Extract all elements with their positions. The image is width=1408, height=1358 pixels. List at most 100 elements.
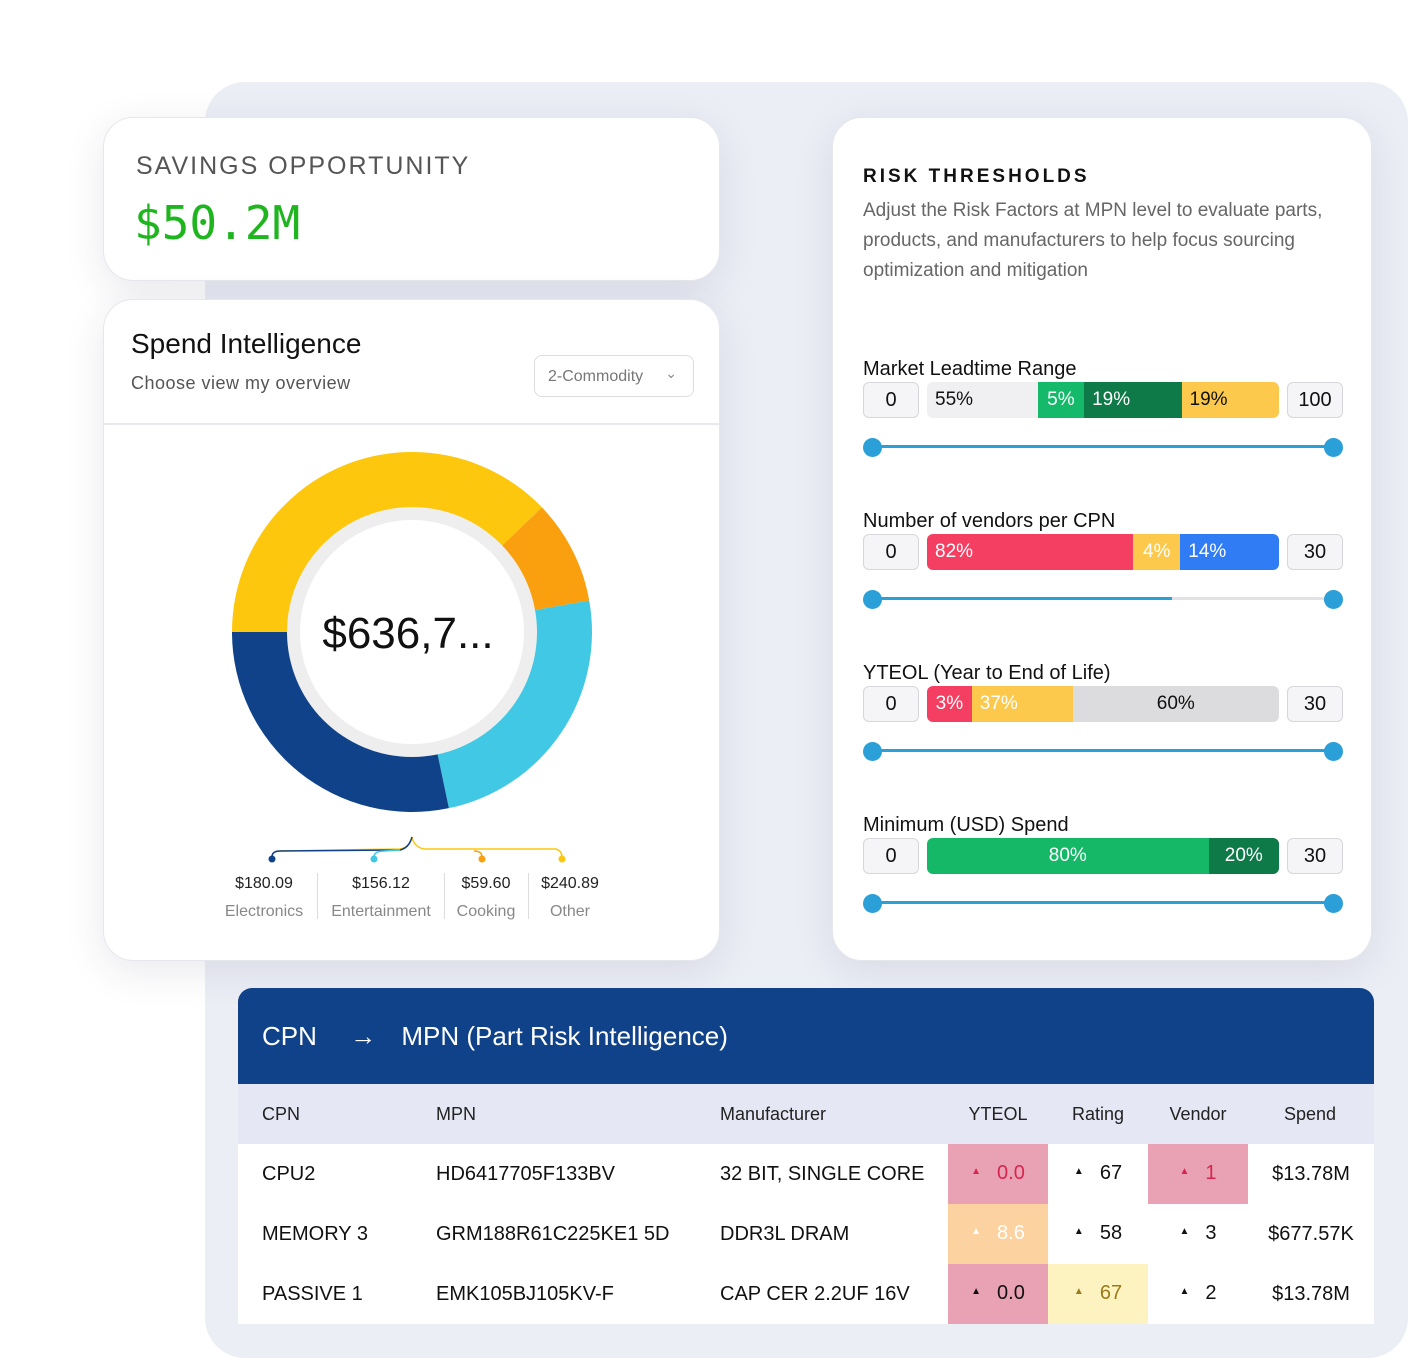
cell-rating: ▲ 58 — [1048, 1204, 1148, 1264]
cell-spend: $677.57K — [1268, 1223, 1354, 1245]
legend-name: Other — [549, 903, 590, 920]
legend-value: $59.60 — [461, 875, 511, 892]
cell-value: 8.6 — [997, 1222, 1025, 1244]
col-cpn[interactable]: CPN — [262, 1104, 301, 1124]
cell-ytEol: ▲ 0.0 — [948, 1264, 1048, 1324]
distribution-segment: 60% — [1072, 686, 1279, 722]
cell-value: 0.0 — [997, 1162, 1025, 1184]
triangle-up-icon: ▲ — [1179, 1166, 1190, 1178]
risk-row-label: Minimum (USD) Spend — [863, 814, 1069, 836]
spend-title: Spend Intelligence — [131, 328, 362, 359]
legend-cooking: $59.60 Cooking — [448, 875, 524, 921]
arrow-right-icon: → — [350, 1021, 377, 1051]
col-mpn[interactable]: MPN — [436, 1104, 476, 1124]
risk-row-minimum-spend: Minimum (USD) Spend 0 80% 20% 30 — [863, 814, 1343, 913]
cell-manufacturer: CAP CER 2.2UF 16V — [720, 1283, 910, 1305]
table-row[interactable]: CPU2 HD6417705F133BV 32 BIT, SINGLE CORE ▲ 0… — [238, 1144, 1374, 1204]
slider-min-handle[interactable] — [863, 590, 882, 609]
range-min-input[interactable]: 0 — [863, 534, 919, 570]
distribution-bar: 82% 4% 14% — [927, 534, 1279, 570]
distribution-segment: 55% — [927, 382, 1038, 418]
distribution-segment: 5% — [1037, 382, 1085, 418]
distribution-segment: 14% — [1180, 534, 1279, 570]
legend-value: $240.89 — [541, 875, 599, 892]
cell-value: 2 — [1205, 1282, 1217, 1304]
range-slider[interactable] — [863, 894, 1343, 913]
distribution-bar: 3% 37% 60% — [927, 686, 1279, 722]
triangle-up-icon: ▲ — [971, 1286, 982, 1298]
cell-manufacturer: 32 BIT, SINGLE CORE — [720, 1163, 925, 1185]
commodity-select[interactable]: 2-Commodity ⌄ — [534, 355, 694, 397]
triangle-up-icon: ▲ — [1073, 1226, 1084, 1238]
chevron-down-icon: ⌄ — [665, 365, 677, 381]
cell-value: 3 — [1205, 1222, 1217, 1244]
legend-entertainment: $156.12 Entertainment — [322, 875, 440, 921]
distribution-bar: 80% 20% — [927, 838, 1279, 874]
range-max-input[interactable]: 30 — [1287, 838, 1343, 874]
col-manufacturer[interactable]: Manufacturer — [720, 1104, 827, 1124]
range-slider[interactable] — [863, 590, 1343, 609]
range-min-input[interactable]: 0 — [863, 686, 919, 722]
range-slider[interactable] — [863, 742, 1343, 761]
range-max-input[interactable]: 100 — [1287, 382, 1343, 418]
legend-divider — [317, 873, 318, 919]
spend-header: Spend Intelligence Choose view my overvi… — [104, 300, 719, 425]
legend-value: $156.12 — [352, 875, 410, 892]
range-max-input[interactable]: 30 — [1287, 534, 1343, 570]
cell-rating: ▲ 67 — [1048, 1264, 1148, 1324]
col-rating[interactable]: Rating — [1071, 1104, 1125, 1124]
triangle-up-icon: ▲ — [1073, 1166, 1084, 1178]
table-row[interactable]: PASSIVE 1 EMK105BJ105KV-F CAP CER 2.2UF 16… — [238, 1264, 1374, 1324]
cell-value: 58 — [1099, 1222, 1123, 1244]
range-min-input[interactable]: 0 — [863, 838, 919, 874]
col-vendor[interactable]: Vendor — [1169, 1104, 1227, 1124]
cell-cpn: CPU2 — [262, 1163, 316, 1185]
slider-max-handle[interactable] — [1324, 742, 1343, 761]
legend-divider — [444, 873, 445, 919]
part-risk-table: CPN → MPN (Part Risk Intelligence) CPN M… — [238, 988, 1374, 1324]
cell-spend: $13.78M — [1272, 1283, 1350, 1305]
cell-vendor: ▲ 2 — [1148, 1264, 1248, 1324]
cell-mpn: EMK105BJ105KV-F — [436, 1283, 614, 1305]
slider-min-handle[interactable] — [863, 742, 882, 761]
col-spend[interactable]: Spend — [1283, 1104, 1337, 1124]
legend-name: Cooking — [456, 903, 516, 920]
legend-electronics: $180.09 Electronics — [216, 875, 312, 921]
slider-min-handle[interactable] — [863, 438, 882, 457]
slider-max-handle[interactable] — [1324, 438, 1343, 457]
triangle-up-icon: ▲ — [1179, 1226, 1190, 1238]
cell-rating: ▲ 67 — [1048, 1144, 1148, 1204]
title-cpn: CPN — [262, 1021, 317, 1051]
distribution-segment: 80% — [927, 838, 1209, 874]
legend-other: $240.89 Other — [532, 875, 608, 921]
cell-value: 67 — [1099, 1282, 1123, 1304]
savings-opportunity-card: SAVINGS OPPORTUNITY $50.2M — [103, 117, 720, 281]
risk-row-market-leadtime: Market Leadtime Range 0 55% 5% 19% 19% 100 — [863, 358, 1343, 457]
distribution-segment: 82% — [927, 534, 1134, 570]
table-row[interactable]: MEMORY 3 GRM188R61C225KE1 5D DDR3L DRAM ▲ 8.… — [238, 1204, 1374, 1264]
risk-row-label: YTEOL (Year to End of Life) — [863, 662, 1111, 684]
risk-row-label: Number of vendors per CPN — [863, 510, 1116, 532]
donut-hole — [300, 520, 524, 744]
cell-vendor: ▲ 1 — [1148, 1144, 1248, 1204]
cell-ytEol: ▲ 8.6 — [948, 1204, 1048, 1264]
col-ytEol[interactable]: YTEOL — [968, 1104, 1028, 1124]
triangle-up-icon: ▲ — [971, 1226, 982, 1238]
slider-min-handle[interactable] — [863, 894, 882, 913]
risk-title: RISK THRESHOLDS — [863, 166, 1090, 187]
legend-divider — [528, 873, 529, 919]
risk-thresholds-card: RISK THRESHOLDS Adjust the Risk Factors … — [832, 117, 1372, 961]
triangle-up-icon: ▲ — [1073, 1286, 1084, 1298]
slider-max-handle[interactable] — [1324, 590, 1343, 609]
slider-max-handle[interactable] — [1324, 894, 1343, 913]
range-slider[interactable] — [863, 438, 1343, 457]
range-min-input[interactable]: 0 — [863, 382, 919, 418]
spend-intelligence-card: Spend Intelligence Choose view my overvi… — [103, 299, 720, 961]
range-max-input[interactable]: 30 — [1287, 686, 1343, 722]
risk-row-ytEol: YTEOL (Year to End of Life) 0 3% 37% 60% 3… — [863, 662, 1343, 761]
triangle-up-icon: ▲ — [1179, 1286, 1190, 1298]
table-column-headers: CPN MPN Manufacturer YTEOL Rating Vendor… — [238, 1084, 1374, 1144]
savings-label: SAVINGS OPPORTUNITY — [136, 152, 471, 180]
cell-value: 67 — [1099, 1162, 1123, 1184]
legend-name: Entertainment — [331, 903, 431, 920]
